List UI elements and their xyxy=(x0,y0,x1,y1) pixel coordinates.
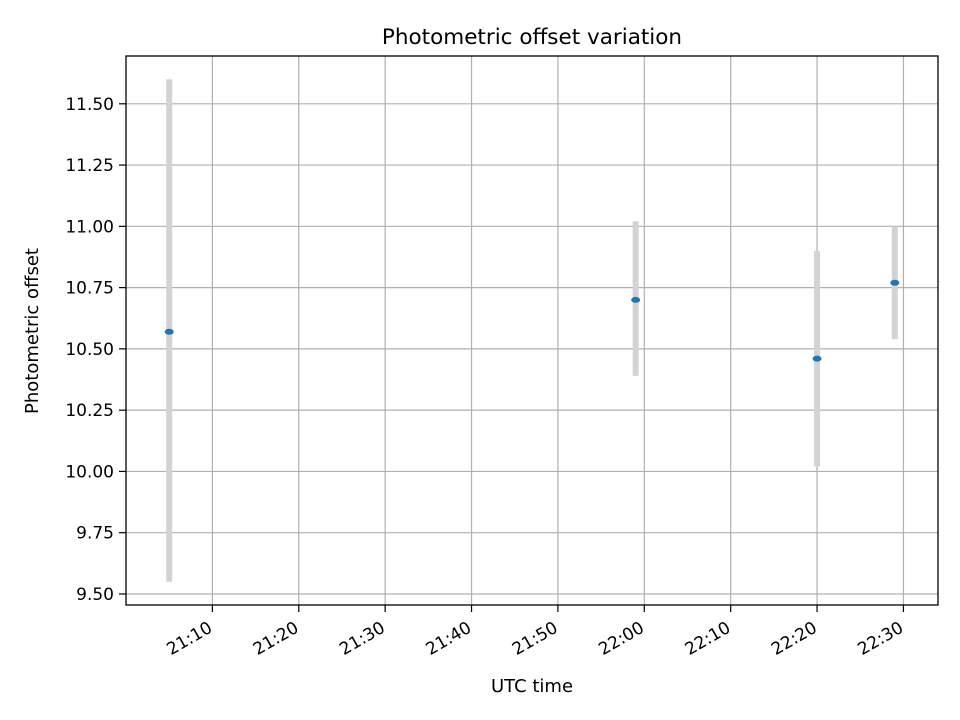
x-tick-label: 22:20 xyxy=(768,618,820,660)
x-tick-label: 22:00 xyxy=(595,618,647,660)
y-axis-label: Photometric offset xyxy=(22,248,43,414)
x-tick-label: 21:20 xyxy=(250,618,302,660)
x-axis-ticks: 21:10 21:20 21:30 21:40 21:50 22:00 22:10 22:20… xyxy=(163,605,907,660)
data-point xyxy=(164,328,174,335)
y-tick-label: 9.75 xyxy=(76,524,114,544)
y-tick-label: 10.25 xyxy=(65,401,114,421)
x-axis-label: UTC time xyxy=(491,676,573,697)
x-tick-label: 22:10 xyxy=(682,618,734,660)
y-tick-label: 10.75 xyxy=(65,279,114,299)
x-tick-label: 21:10 xyxy=(163,618,215,660)
data-point xyxy=(631,296,641,303)
x-tick-label: 21:40 xyxy=(423,618,475,660)
y-tick-label: 11.25 xyxy=(65,156,114,176)
chart-title: Photometric offset variation xyxy=(382,25,682,50)
y-tick-label: 10.00 xyxy=(65,462,114,482)
x-tick-label: 22:30 xyxy=(855,618,907,660)
data-point xyxy=(890,279,900,286)
grid xyxy=(126,56,938,605)
y-tick-label: 11.00 xyxy=(65,217,114,237)
y-tick-label: 9.50 xyxy=(76,585,114,605)
plot-frame xyxy=(125,55,939,606)
error-bars xyxy=(166,79,898,582)
x-tick-label: 21:50 xyxy=(509,618,561,660)
y-tick-label: 11.50 xyxy=(65,95,114,115)
data-point xyxy=(812,355,822,362)
y-axis-ticks: 9.50 9.75 10.00 10.25 10.50 10.75 11.00 11.25 11… xyxy=(65,95,126,605)
data-points xyxy=(164,279,900,362)
x-tick-label: 21:30 xyxy=(336,618,388,660)
y-tick-label: 10.50 xyxy=(65,340,114,360)
